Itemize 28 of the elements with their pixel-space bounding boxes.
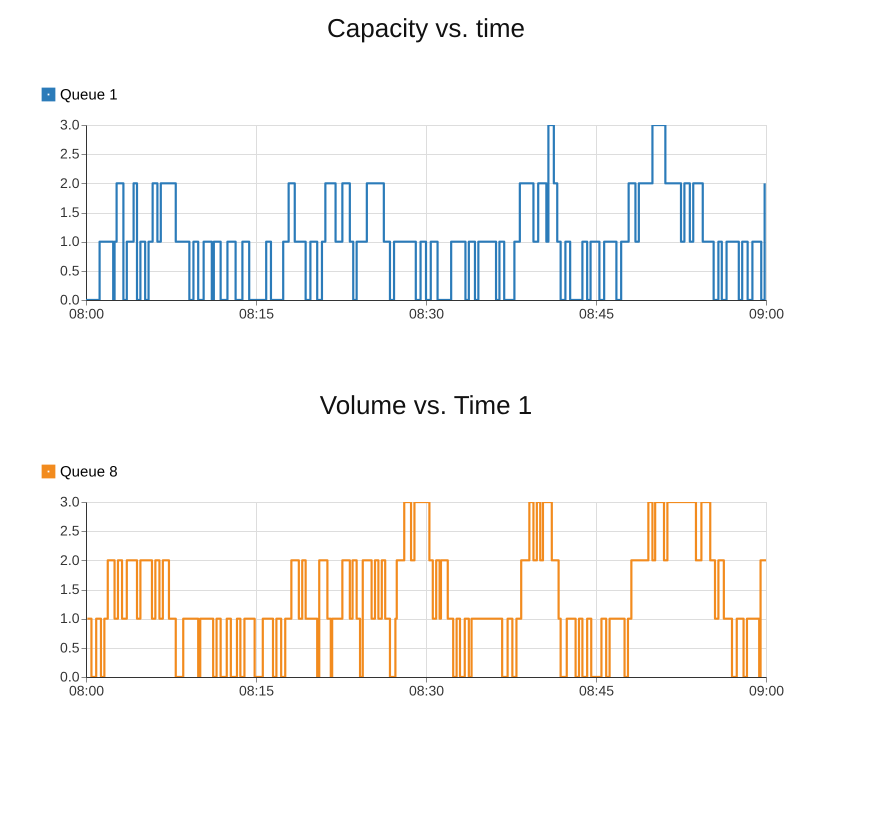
x-tick-label: 08:15 xyxy=(238,682,274,698)
y-tick-label: 1.5 xyxy=(60,204,80,220)
y-tick-label: 0.0 xyxy=(60,292,80,308)
y-tick-label: 1.0 xyxy=(60,610,80,626)
x-tick-label: 08:15 xyxy=(238,306,274,322)
legend-label: Queue 1 xyxy=(60,86,118,104)
x-tick-label: 09:00 xyxy=(748,306,784,322)
y-tick-label: 1.0 xyxy=(60,233,80,250)
x-tick-label: 08:00 xyxy=(68,306,104,322)
y-tick-label: 2.5 xyxy=(60,522,80,539)
x-tick-label: 08:45 xyxy=(578,682,614,698)
chart-title: Capacity vs. time xyxy=(327,13,525,43)
chart-title: Volume vs. Time 1 xyxy=(320,390,532,420)
y-tick-label: 0.5 xyxy=(60,262,80,278)
y-tick-label: 0.5 xyxy=(60,639,80,656)
y-tick-label: 3.0 xyxy=(60,116,80,132)
y-tick-label: 3.0 xyxy=(60,494,80,510)
x-tick-label: 08:30 xyxy=(408,306,444,322)
y-tick-label: 1.5 xyxy=(60,581,80,597)
y-tick-label: 2.5 xyxy=(60,146,80,162)
legend-label: Queue 8 xyxy=(60,464,118,480)
x-tick-label: 08:30 xyxy=(408,682,444,698)
x-tick-label: 08:00 xyxy=(68,682,104,698)
x-tick-label: 08:45 xyxy=(578,306,614,322)
y-tick-label: 0.0 xyxy=(60,668,80,684)
x-tick-label: 09:00 xyxy=(748,682,784,698)
y-tick-label: 2.0 xyxy=(60,552,80,568)
y-tick-label: 2.0 xyxy=(60,174,80,191)
